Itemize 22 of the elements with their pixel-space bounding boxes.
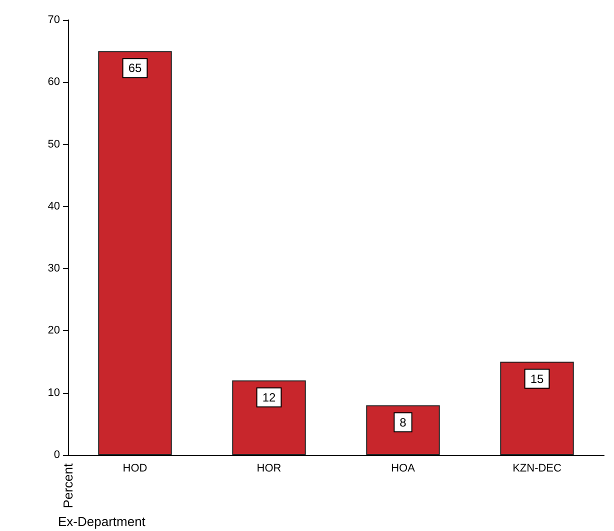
x-tick-label: HOR xyxy=(256,462,282,474)
data-label: 15 xyxy=(530,372,544,386)
y-tick-label: 60 xyxy=(48,76,60,88)
y-tick-label: 10 xyxy=(48,386,60,399)
y-axis-title: Percent xyxy=(60,463,76,508)
data-label: 12 xyxy=(262,390,276,404)
x-tick-label: KZN-DEC xyxy=(512,462,562,474)
bar xyxy=(98,51,172,455)
bar xyxy=(366,405,440,455)
data-label: 8 xyxy=(400,415,407,430)
x-tick-label: HOD xyxy=(122,462,148,474)
y-tick-label: 0 xyxy=(54,449,60,461)
x-tick-label: HOA xyxy=(391,462,416,474)
y-tick-label: 50 xyxy=(48,138,60,150)
bar xyxy=(232,380,306,455)
y-tick-label: 30 xyxy=(48,262,60,275)
x-axis-title: Ex-Department xyxy=(58,514,146,529)
y-tick-label: 40 xyxy=(48,200,60,212)
y-tick-label: 20 xyxy=(48,324,60,337)
y-tick-label: 70 xyxy=(48,14,60,26)
data-label: 65 xyxy=(128,61,142,76)
bar xyxy=(500,362,574,455)
